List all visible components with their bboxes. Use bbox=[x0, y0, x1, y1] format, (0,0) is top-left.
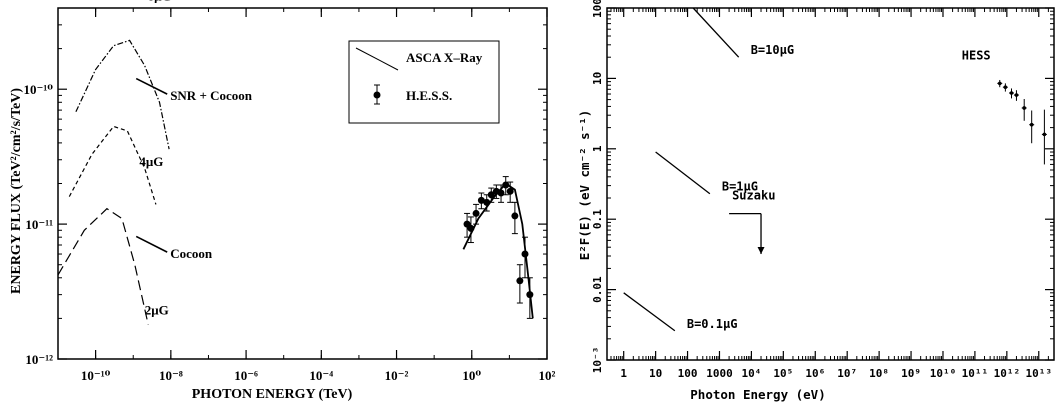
curve-label: 8μG bbox=[148, 0, 172, 3]
x-tick-label: 100 bbox=[678, 367, 698, 380]
upper-limit-label: Suzaku bbox=[732, 189, 775, 203]
synchrotron-segment bbox=[692, 7, 740, 58]
y-tick-label: 0.1 bbox=[591, 209, 604, 229]
legend: ASCA X–Ray H.E.S.S. bbox=[348, 40, 500, 124]
legend-point-marker bbox=[373, 91, 381, 99]
data-point bbox=[506, 187, 514, 195]
y-tick-label: 10⁻¹² bbox=[25, 352, 53, 367]
curve-2g bbox=[57, 207, 149, 325]
arrow-head-icon bbox=[757, 247, 765, 255]
x-tick-label: 10⁴ bbox=[741, 367, 761, 380]
x-tick-label: 1000 bbox=[706, 367, 733, 380]
data-point bbox=[511, 212, 519, 220]
x-tick-label: 10⁷ bbox=[837, 367, 857, 380]
legend-box bbox=[348, 40, 500, 124]
legend-line-marker bbox=[355, 47, 399, 71]
data-point bbox=[502, 181, 510, 189]
data-point bbox=[497, 189, 505, 197]
data-point bbox=[483, 198, 491, 206]
data-point bbox=[526, 291, 534, 299]
right-chart: 1 10 100 1000 10⁴ 10⁵ 10⁶ 10⁷ 10⁸ 10⁹ 10¹⁰ 10¹¹ 10¹²… bbox=[577, 0, 1055, 402]
curve-8g bbox=[75, 39, 170, 150]
x-tick-label: 10¹³ bbox=[1026, 367, 1053, 380]
data-point bbox=[997, 81, 1002, 86]
data-point bbox=[1029, 122, 1034, 127]
y-tick-label: 10⁻¹¹ bbox=[25, 217, 53, 232]
curve-hessmodel bbox=[462, 182, 534, 319]
series-label: HESS bbox=[962, 48, 991, 62]
x-tick-label: 10⁻⁴ bbox=[309, 368, 333, 383]
x-tick-label: 10⁸ bbox=[869, 367, 889, 380]
y-axis-label: E²F(E) (eV cm⁻² s⁻¹) bbox=[577, 110, 592, 261]
data-point bbox=[1009, 91, 1014, 95]
synchrotron-segment bbox=[623, 292, 676, 332]
y-tick-label: 10⁻¹⁰ bbox=[24, 82, 54, 97]
x-tick-label: 10⁹ bbox=[901, 367, 921, 380]
y-tick-label: 1 bbox=[591, 145, 604, 152]
x-tick-label: 10⁻⁶ bbox=[234, 368, 258, 383]
y-axis-label: ENERGY FLUX (TeV²/cm²/s/TeV) bbox=[9, 88, 24, 294]
legend-label-asca: ASCA X–Ray bbox=[406, 50, 483, 65]
y-tick-label: 0.01 bbox=[591, 276, 604, 303]
x-tick-label: 10² bbox=[539, 368, 556, 383]
segment-label: SNR + Cocoon bbox=[170, 88, 253, 103]
x-tick-label: 1 bbox=[620, 367, 627, 380]
data-point bbox=[1003, 85, 1008, 89]
xray-segment bbox=[135, 77, 168, 95]
y-tick-label: 10⁻³ bbox=[591, 347, 604, 374]
segment-label: B=1μG bbox=[722, 180, 758, 194]
data-point bbox=[1014, 93, 1019, 97]
data-point bbox=[1022, 106, 1027, 110]
x-tick-label: 10¹¹ bbox=[962, 367, 989, 380]
y-tick-label: 100 bbox=[591, 0, 604, 18]
data-point bbox=[477, 196, 485, 204]
xray-segment bbox=[135, 235, 168, 253]
segment-label: B=0.1μG bbox=[687, 317, 738, 331]
curve-label: 2μG bbox=[145, 303, 169, 318]
x-tick-label: 10⁰ bbox=[462, 368, 481, 383]
legend-label-hess: H.E.S.S. bbox=[406, 88, 452, 103]
y-tick-label: 10 bbox=[591, 72, 604, 85]
x-axis-label: PHOTON ENERGY (TeV) bbox=[192, 387, 353, 402]
x-tick-label: 10⁵ bbox=[773, 367, 793, 380]
x-tick-label: 10⁻⁸ bbox=[159, 368, 183, 383]
data-point bbox=[487, 191, 495, 199]
data-point bbox=[467, 224, 475, 232]
left-chart: 10⁻¹⁰ 10⁻⁸ 10⁻⁶ 10⁻⁴ 10⁻² 10⁰ 10² 10⁻¹² 10⁻¹¹ 10⁻… bbox=[9, 0, 556, 402]
x-tick-label: 10 bbox=[649, 367, 662, 380]
x-tick-label: 10¹⁰ bbox=[930, 367, 957, 380]
x-tick-label: 10⁶ bbox=[805, 367, 825, 380]
x-tick-label: 10⁻² bbox=[385, 368, 409, 383]
x-axis-label: Photon Energy (eV) bbox=[690, 387, 825, 402]
curve-label: 4μG bbox=[139, 154, 163, 169]
x-tick-label: 10⁻¹⁰ bbox=[81, 368, 111, 383]
segment-label: Cocoon bbox=[170, 246, 213, 261]
synchrotron-segment bbox=[655, 151, 711, 195]
data-point bbox=[516, 277, 524, 285]
x-tick-label: 10¹² bbox=[994, 367, 1021, 380]
data-point bbox=[521, 250, 529, 258]
data-point bbox=[472, 209, 480, 217]
segment-label: B=10μG bbox=[751, 43, 794, 57]
data-point bbox=[1042, 132, 1047, 137]
